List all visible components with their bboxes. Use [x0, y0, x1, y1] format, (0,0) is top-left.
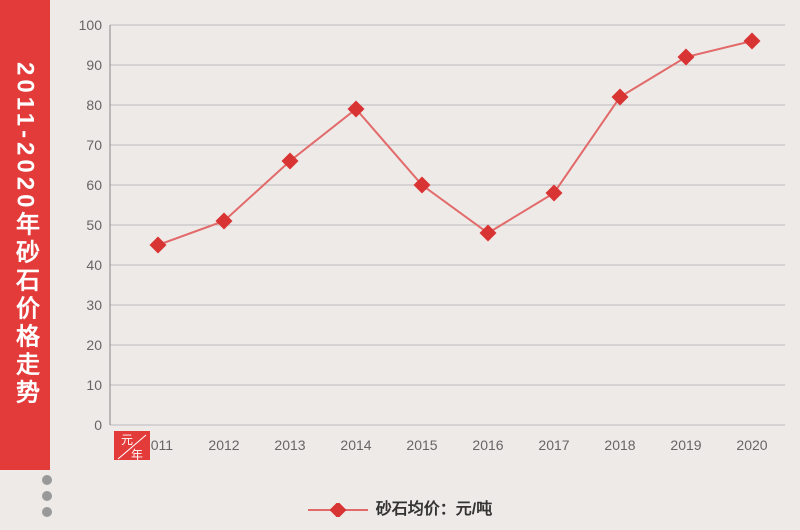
svg-text:30: 30	[86, 297, 102, 313]
price-chart: 0102030405060708090100201120122013201420…	[70, 15, 785, 460]
svg-text:年: 年	[131, 448, 143, 460]
svg-text:2017: 2017	[538, 437, 569, 453]
svg-text:2019: 2019	[670, 437, 701, 453]
svg-text:10: 10	[86, 377, 102, 393]
svg-text:70: 70	[86, 137, 102, 153]
svg-text:0: 0	[94, 417, 102, 433]
svg-text:2020: 2020	[736, 437, 767, 453]
svg-text:90: 90	[86, 57, 102, 73]
legend-marker-icon	[308, 503, 368, 517]
svg-text:2016: 2016	[472, 437, 503, 453]
svg-text:50: 50	[86, 217, 102, 233]
legend-label: 砂石均价：元/吨	[376, 501, 492, 518]
svg-text:2013: 2013	[274, 437, 305, 453]
svg-text:20: 20	[86, 337, 102, 353]
svg-text:2012: 2012	[208, 437, 239, 453]
chart-legend: 砂石均价：元/吨	[0, 495, 800, 519]
svg-text:40: 40	[86, 257, 102, 273]
svg-text:2015: 2015	[406, 437, 437, 453]
svg-text:2018: 2018	[604, 437, 635, 453]
svg-text:元: 元	[121, 433, 133, 447]
svg-text:100: 100	[79, 17, 103, 33]
sidebar-title: 2011-2020年砂石价格走势	[0, 0, 50, 470]
svg-text:60: 60	[86, 177, 102, 193]
svg-text:2014: 2014	[340, 437, 371, 453]
svg-text:80: 80	[86, 97, 102, 113]
